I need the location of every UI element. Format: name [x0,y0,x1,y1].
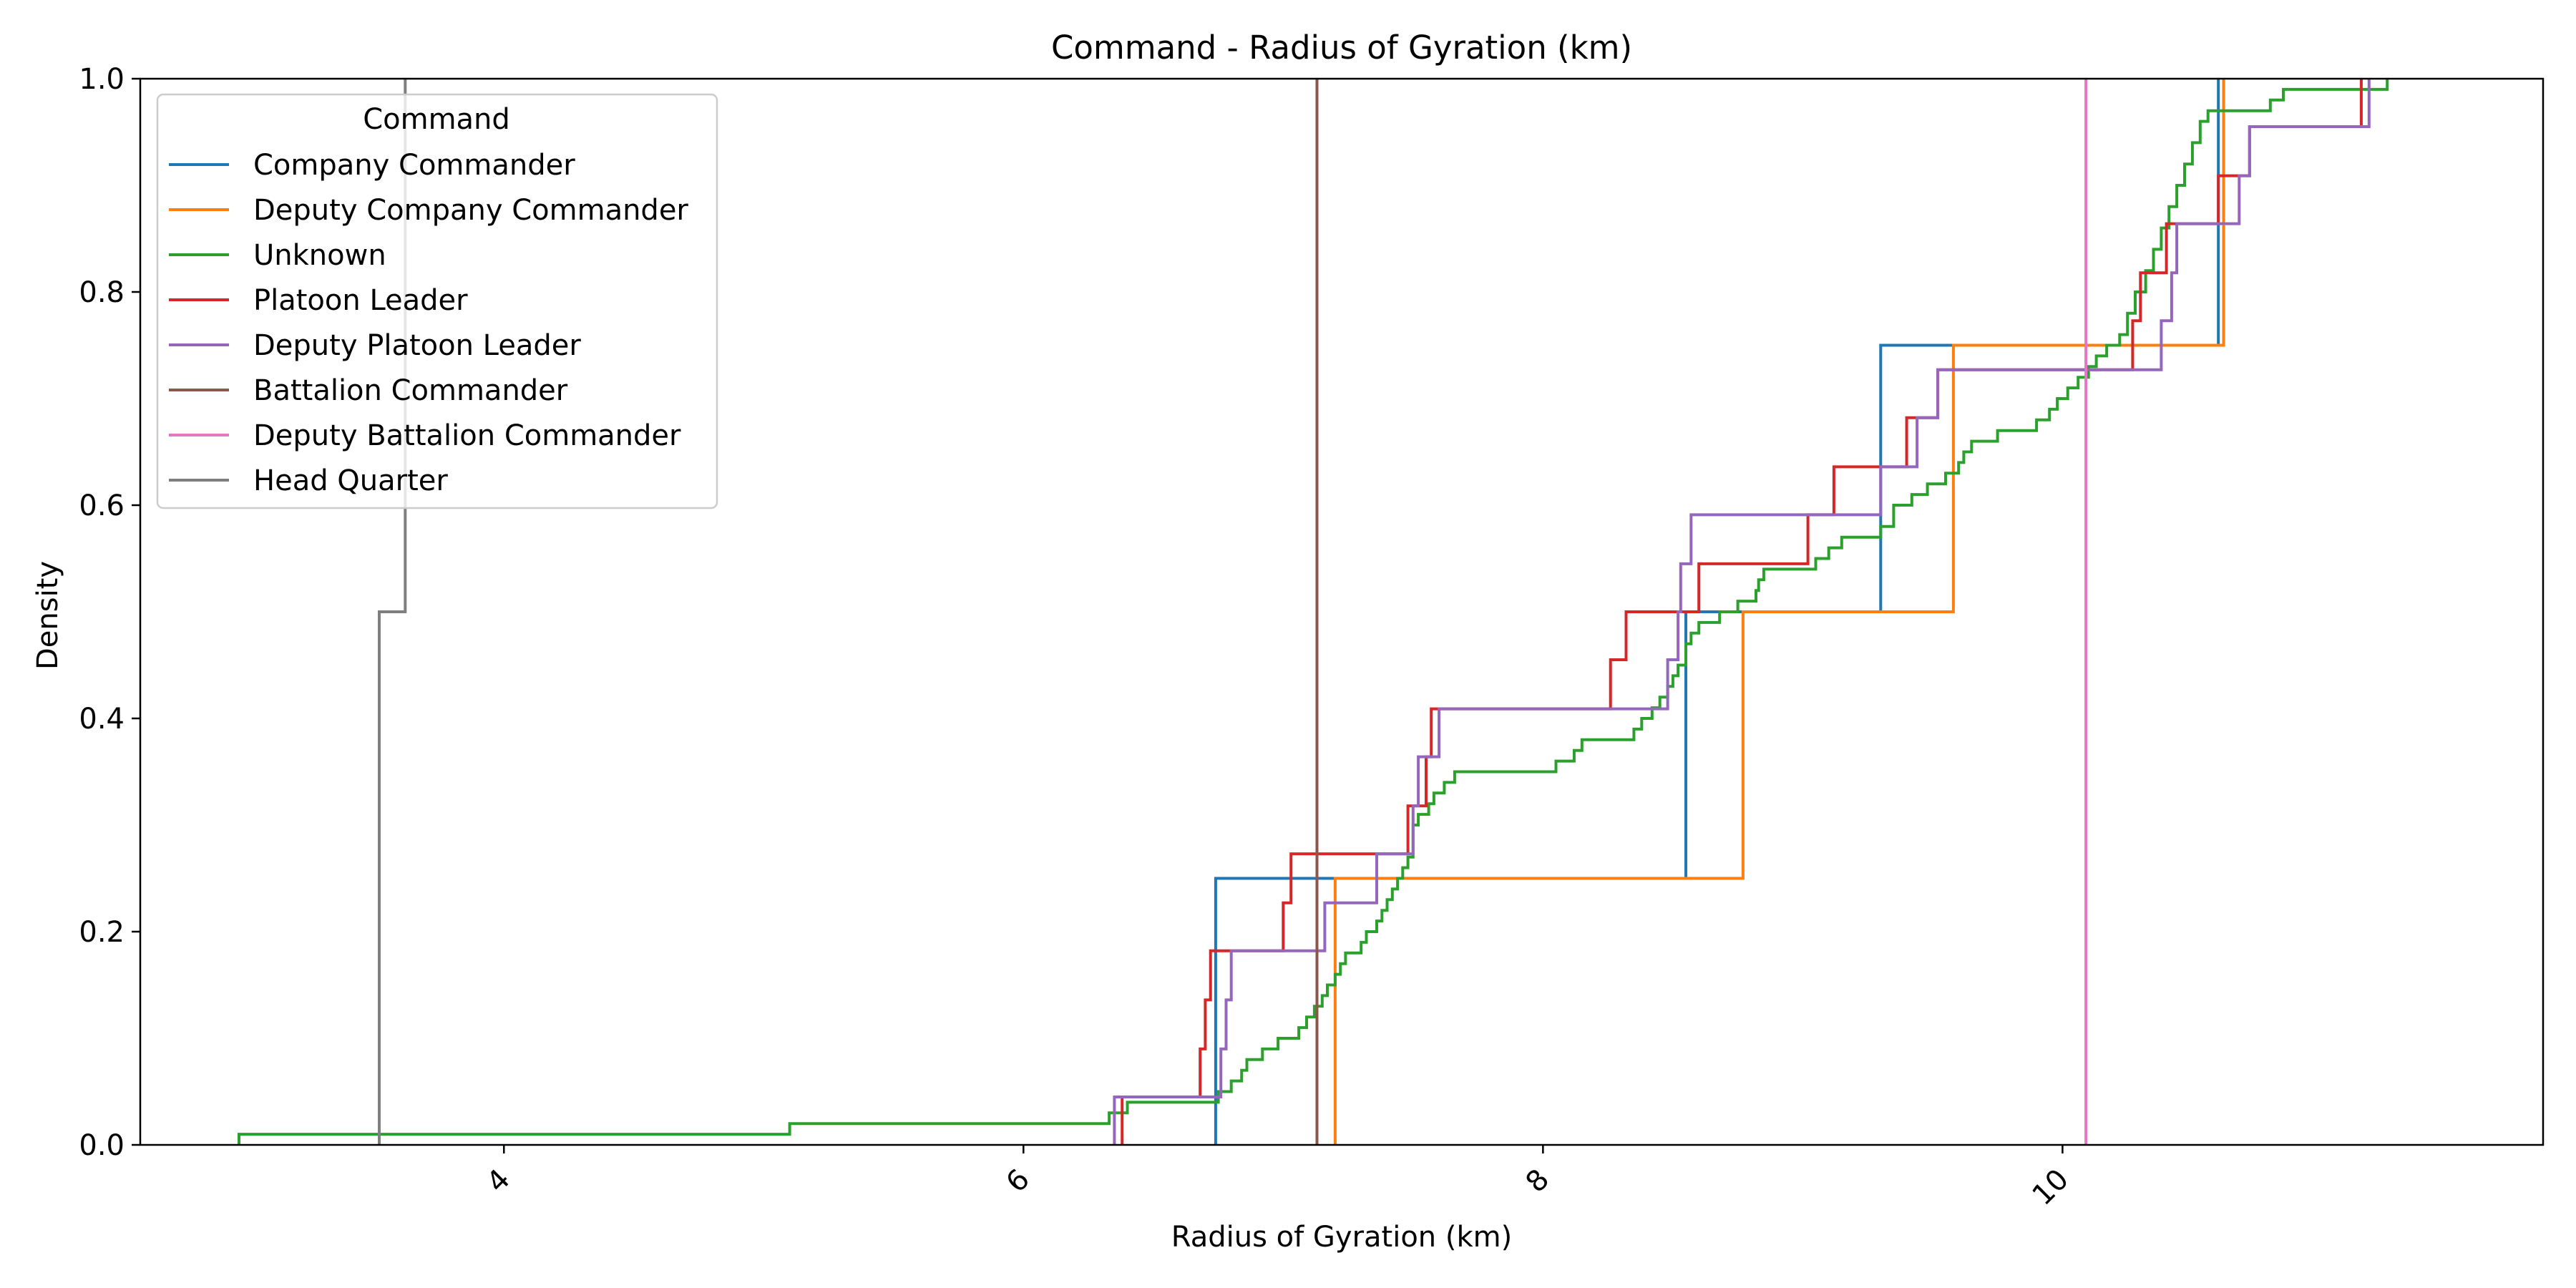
legend-label: Platoon Leader [253,284,468,317]
legend-box [156,93,718,509]
y-tick-label: 0.0 [79,1129,125,1162]
legend: Command Company Commander Deputy Company … [156,93,718,509]
legend-label: Deputy Company Commander [253,194,688,227]
y-tick-label: 1.0 [79,63,125,96]
legend-label: Deputy Battalion Commander [253,419,681,452]
series-line-3 [1121,79,2363,1145]
y-tick-label: 0.2 [79,916,125,949]
legend-label: Head Quarter [253,464,448,497]
plot-frame [139,77,2545,1146]
legend-title: Command [363,103,510,136]
y-tick-label: 0.4 [79,703,125,736]
legend-label: Company Commander [253,149,575,182]
legend-label: Battalion Commander [253,374,568,407]
y-axis-ticks: 0.0 0.2 0.4 0.6 0.8 1.0 [79,63,140,1162]
x-axis-label: Radius of Gyration (km) [1171,1221,1512,1254]
y-tick-label: 0.8 [79,276,125,309]
legend-label: Unknown [253,239,386,272]
series-line-2 [238,79,2389,1145]
series-layer [238,79,2389,1145]
series-line-4 [1113,79,2371,1145]
legend-label: Deputy Platoon Leader [253,329,581,362]
y-tick-label: 0.6 [79,489,125,522]
chart-title: Command - Radius of Gyration (km) [1051,29,1632,67]
legend-items: Company Commander Deputy Company Commande… [169,149,688,497]
y-axis-label: Density [31,561,64,670]
